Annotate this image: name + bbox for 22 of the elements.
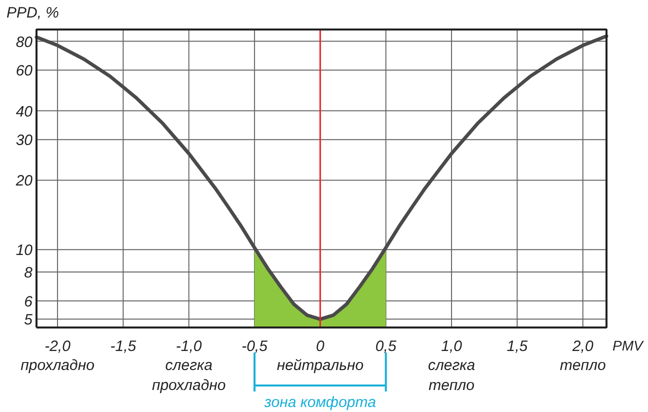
x-tick-label: 1,5	[506, 338, 528, 355]
x-tick-label: -2,0 прохладно	[20, 338, 94, 374]
x-tick-label: 1,0 слегка тепло	[428, 338, 476, 394]
text: зона комфорта	[263, 394, 376, 411]
x-tick-label: 0,5	[375, 338, 397, 355]
x-tick-label: 0 нейтрально	[276, 338, 364, 374]
x-tick-label: -1,0 слегка прохладно	[152, 338, 226, 394]
y-tick-label: 20	[14, 172, 34, 190]
y-axis-title: PPD, %	[6, 4, 60, 22]
y-tick-label: 30	[16, 132, 34, 150]
y-tick-label: 6	[24, 293, 34, 310]
x-axis-title: PMV	[612, 338, 644, 354]
y-tick-label: 8	[24, 264, 34, 282]
y-tick-label: 10	[16, 242, 34, 260]
y-tick-label: 80	[16, 34, 34, 51]
line-series	[34, 34, 608, 321]
y-tick-label: 40	[16, 103, 34, 120]
y-tick-label: 5	[24, 312, 34, 329]
x-tick-label: -1,5	[110, 338, 137, 355]
x-tick-label: 2,0 тепло	[560, 338, 606, 374]
x-tick-label: -0,5	[242, 338, 268, 355]
y-tick-label: 60	[16, 62, 34, 80]
